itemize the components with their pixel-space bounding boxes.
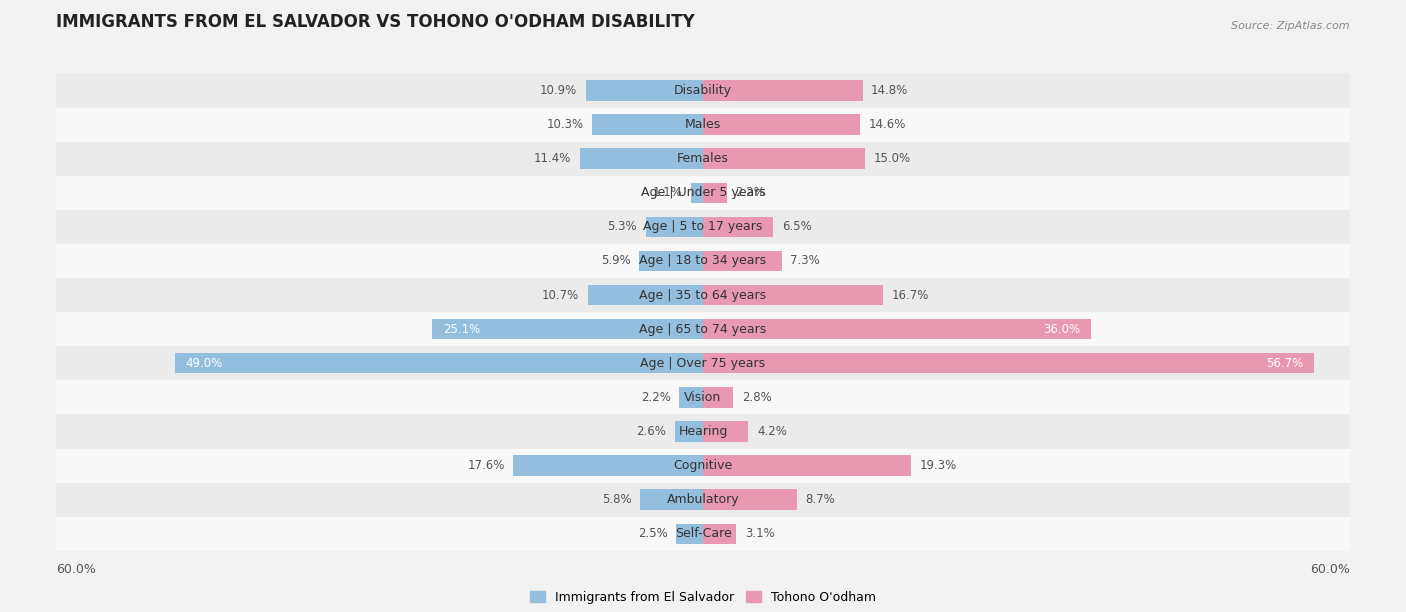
Text: Self-Care: Self-Care — [675, 528, 731, 540]
Text: Hearing: Hearing — [678, 425, 728, 438]
Text: Males: Males — [685, 118, 721, 131]
Text: 16.7%: 16.7% — [891, 289, 929, 302]
Text: 19.3%: 19.3% — [920, 459, 957, 472]
Text: IMMIGRANTS FROM EL SALVADOR VS TOHONO O'ODHAM DISABILITY: IMMIGRANTS FROM EL SALVADOR VS TOHONO O'… — [56, 13, 695, 31]
Text: 8.7%: 8.7% — [806, 493, 835, 506]
Text: 10.9%: 10.9% — [540, 84, 576, 97]
Text: 14.8%: 14.8% — [872, 84, 908, 97]
Text: 60.0%: 60.0% — [1310, 563, 1350, 576]
Bar — [703, 285, 883, 305]
Bar — [56, 278, 1350, 312]
Bar — [679, 387, 703, 408]
Text: 25.1%: 25.1% — [443, 323, 481, 335]
Text: 60.0%: 60.0% — [56, 563, 96, 576]
Bar — [645, 217, 703, 237]
Text: 17.6%: 17.6% — [467, 459, 505, 472]
Text: 2.8%: 2.8% — [742, 391, 772, 404]
Text: 15.0%: 15.0% — [873, 152, 911, 165]
Text: Ambulatory: Ambulatory — [666, 493, 740, 506]
Bar — [675, 421, 703, 442]
Text: 14.6%: 14.6% — [869, 118, 907, 131]
Bar — [513, 455, 703, 476]
Text: 56.7%: 56.7% — [1267, 357, 1303, 370]
Text: 2.6%: 2.6% — [637, 425, 666, 438]
Bar — [56, 108, 1350, 141]
Bar — [703, 251, 782, 271]
Text: 5.3%: 5.3% — [607, 220, 637, 233]
Text: Cognitive: Cognitive — [673, 459, 733, 472]
Bar — [703, 80, 862, 101]
Bar — [56, 449, 1350, 483]
Text: 2.5%: 2.5% — [638, 528, 668, 540]
Bar — [703, 217, 773, 237]
Bar — [588, 285, 703, 305]
Bar — [703, 523, 737, 544]
Text: 10.7%: 10.7% — [541, 289, 579, 302]
Text: Age | 5 to 17 years: Age | 5 to 17 years — [644, 220, 762, 233]
Text: Age | Over 75 years: Age | Over 75 years — [641, 357, 765, 370]
Bar — [56, 312, 1350, 346]
Text: Age | 18 to 34 years: Age | 18 to 34 years — [640, 255, 766, 267]
Text: Source: ZipAtlas.com: Source: ZipAtlas.com — [1232, 21, 1350, 31]
Bar — [703, 149, 865, 169]
Bar — [56, 483, 1350, 517]
Bar — [703, 421, 748, 442]
Text: 1.1%: 1.1% — [652, 186, 682, 200]
Text: 6.5%: 6.5% — [782, 220, 811, 233]
Text: Age | 35 to 64 years: Age | 35 to 64 years — [640, 289, 766, 302]
Bar — [585, 80, 703, 101]
Bar — [56, 414, 1350, 449]
Text: Disability: Disability — [673, 84, 733, 97]
Text: 3.1%: 3.1% — [745, 528, 775, 540]
Bar — [703, 387, 733, 408]
Legend: Immigrants from El Salvador, Tohono O'odham: Immigrants from El Salvador, Tohono O'od… — [524, 586, 882, 609]
Bar — [703, 490, 797, 510]
Text: Females: Females — [678, 152, 728, 165]
Text: 10.3%: 10.3% — [546, 118, 583, 131]
Bar — [703, 455, 911, 476]
Bar — [174, 353, 703, 373]
Text: 2.2%: 2.2% — [735, 186, 765, 200]
Bar — [581, 149, 703, 169]
Bar — [640, 251, 703, 271]
Text: 2.2%: 2.2% — [641, 391, 671, 404]
Text: 4.2%: 4.2% — [756, 425, 787, 438]
Text: 7.3%: 7.3% — [790, 255, 820, 267]
Text: Age | 65 to 74 years: Age | 65 to 74 years — [640, 323, 766, 335]
Bar — [56, 141, 1350, 176]
Bar — [592, 114, 703, 135]
Bar — [56, 210, 1350, 244]
Bar — [56, 244, 1350, 278]
Text: 5.8%: 5.8% — [602, 493, 631, 506]
Bar — [676, 523, 703, 544]
Bar — [56, 517, 1350, 551]
Bar — [56, 176, 1350, 210]
Bar — [56, 73, 1350, 108]
Text: 11.4%: 11.4% — [534, 152, 571, 165]
Text: Vision: Vision — [685, 391, 721, 404]
Bar — [703, 319, 1091, 340]
Bar — [703, 353, 1315, 373]
Text: 49.0%: 49.0% — [186, 357, 222, 370]
Bar — [56, 380, 1350, 414]
Text: 5.9%: 5.9% — [600, 255, 631, 267]
Text: Age | Under 5 years: Age | Under 5 years — [641, 186, 765, 200]
Bar — [641, 490, 703, 510]
Bar — [433, 319, 703, 340]
Bar — [56, 346, 1350, 380]
Bar — [703, 114, 860, 135]
Bar — [692, 182, 703, 203]
Text: 36.0%: 36.0% — [1043, 323, 1080, 335]
Bar — [703, 182, 727, 203]
